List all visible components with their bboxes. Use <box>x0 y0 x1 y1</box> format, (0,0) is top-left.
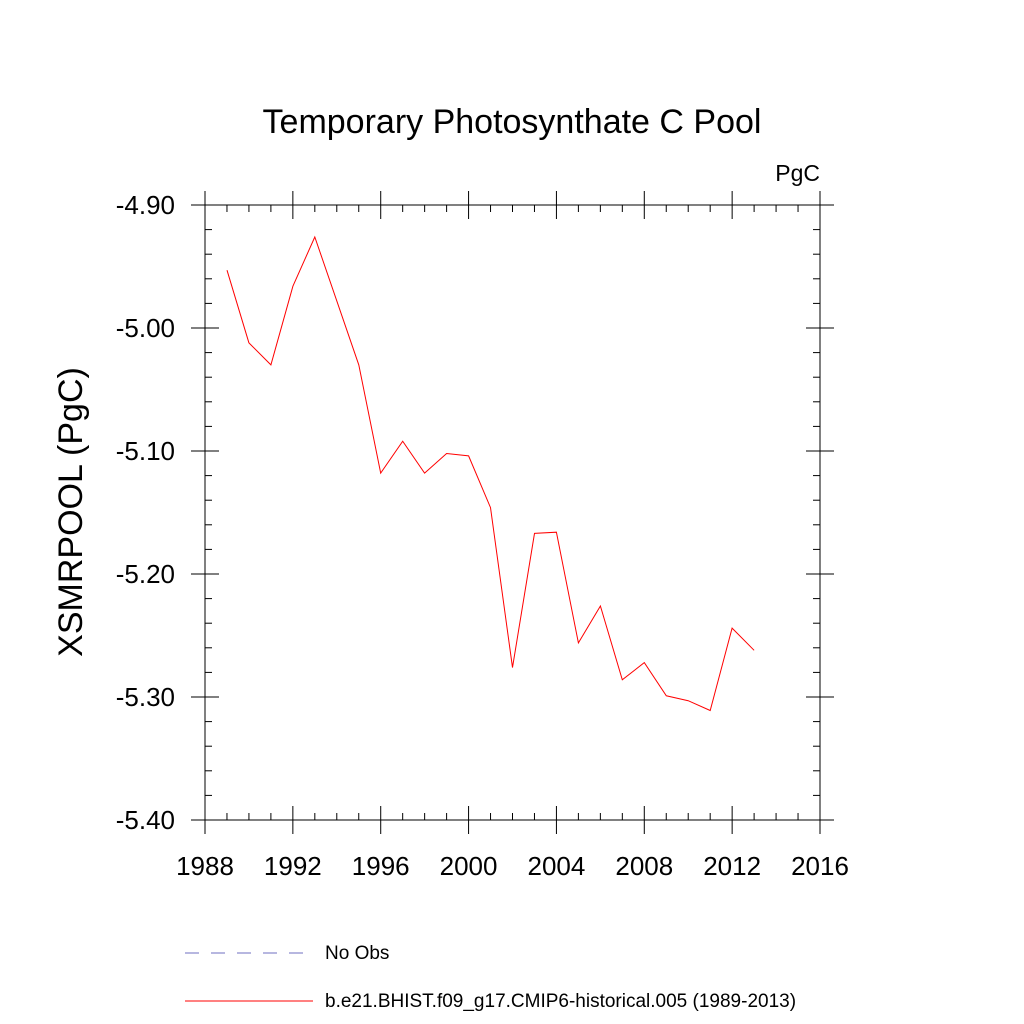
y-axis-label: XSMRPOOL (PgC) <box>52 367 90 657</box>
major-ticks <box>191 191 834 834</box>
legend-label-model: b.e21.BHIST.f09_g17.CMIP6-historical.005… <box>325 991 796 1012</box>
series-line <box>226 235 755 712</box>
series-layer <box>226 235 755 712</box>
y-tick-label: -4.90 <box>116 190 175 220</box>
y-tick-label: -5.30 <box>116 682 175 712</box>
y-tick-label: -5.40 <box>116 805 175 835</box>
minor-ticks <box>205 205 820 820</box>
x-tick-label: 2004 <box>528 851 586 881</box>
y-tick-label: -5.10 <box>116 436 175 466</box>
legend-label-no-obs: No Obs <box>325 943 389 964</box>
chart-title: Temporary Photosynthate C Pool <box>263 103 762 141</box>
y-tick-label: -5.20 <box>116 559 175 589</box>
y-tick-label: -5.00 <box>116 313 175 343</box>
plot-frame <box>204 204 821 821</box>
x-tick-labels: 1988 1992 1996 2000 2004 2008 2012 2016 <box>176 851 849 881</box>
x-tick-label: 2012 <box>703 851 761 881</box>
x-tick-label: 2016 <box>791 851 849 881</box>
x-tick-label: 1996 <box>352 851 410 881</box>
x-tick-label: 1992 <box>264 851 322 881</box>
legend: No Obs b.e21.BHIST.f09_g17.CMIP6-histori… <box>185 943 796 1012</box>
units-label: PgC <box>775 160 820 186</box>
y-tick-labels: -4.90 -5.00 -5.10 -5.20 -5.30 -5.40 <box>116 190 175 835</box>
x-tick-label: 1988 <box>176 851 234 881</box>
x-tick-label: 2000 <box>440 851 498 881</box>
x-tick-label: 2008 <box>615 851 673 881</box>
